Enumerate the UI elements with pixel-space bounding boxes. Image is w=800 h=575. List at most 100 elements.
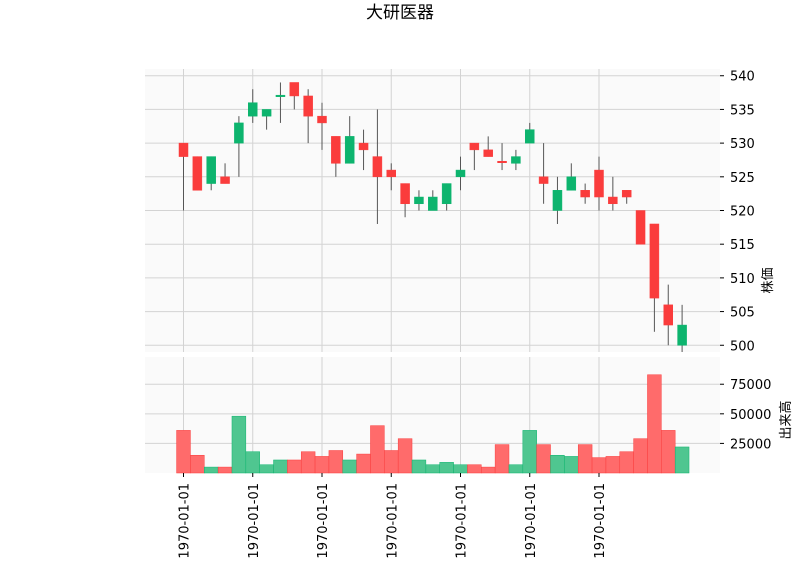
volume-axis-label: 出来高 xyxy=(778,400,794,439)
volume-bar xyxy=(356,453,371,474)
volume-bar xyxy=(508,464,524,474)
volume-bar xyxy=(176,430,191,474)
volume-bar xyxy=(411,459,427,474)
volume-bar xyxy=(245,451,260,474)
volume-bar xyxy=(605,456,621,474)
volume-bar xyxy=(453,464,468,474)
candle-body-up xyxy=(455,169,466,178)
price-tick-label: 510 xyxy=(730,272,755,287)
candle-body-up xyxy=(677,324,687,346)
candle-body-down xyxy=(621,190,632,198)
candle-body-up xyxy=(414,196,424,205)
price-tick-label: 515 xyxy=(730,238,755,253)
x-tick-label: 1970-01-01 xyxy=(247,483,262,559)
price-tick-label: 540 xyxy=(730,70,755,85)
price-tick-label: 525 xyxy=(730,171,755,186)
candle-body-down xyxy=(358,142,369,151)
volume-bar xyxy=(397,438,413,474)
price-tick-label: 500 xyxy=(730,339,755,354)
candle-body-up xyxy=(428,196,438,211)
candle-body-down xyxy=(289,82,300,97)
volume-bar xyxy=(522,430,537,474)
price-tick-label: 520 xyxy=(730,205,755,220)
volume-tick-label: 50000 xyxy=(730,408,771,423)
price-tick-label: 535 xyxy=(730,103,755,118)
volume-tick-label: 25000 xyxy=(730,437,771,452)
volume-bar xyxy=(370,425,385,474)
candle-body-down xyxy=(469,142,480,151)
volume-bar xyxy=(619,451,634,474)
x-axis-ticks: 1970-01-01 1970-01-01 1970-01-01 1970-01-01… xyxy=(178,473,608,559)
volume-bar xyxy=(674,446,690,474)
candle-body-down xyxy=(608,196,618,205)
volume-bar xyxy=(273,459,288,474)
x-tick-label: 1970-01-01 xyxy=(178,483,193,559)
candle-body-up xyxy=(552,190,563,211)
candle-body-down xyxy=(220,176,230,184)
volume-bar xyxy=(204,466,219,474)
volume-bar xyxy=(494,444,510,474)
price-axis-ticks: 500 505 510 515 520 525 530 535 540 xyxy=(720,70,755,354)
volume-bar xyxy=(300,451,316,474)
candle-body-down xyxy=(649,223,660,299)
volume-bar xyxy=(564,456,579,474)
volume-bar xyxy=(467,464,482,474)
volume-bar xyxy=(661,430,676,474)
candle-body-up xyxy=(511,156,521,164)
volume-bar xyxy=(550,454,565,474)
x-tick-label: 1970-01-01 xyxy=(316,483,331,559)
volume-bar xyxy=(328,450,344,474)
candle-body-up xyxy=(234,122,244,144)
volume-bar xyxy=(231,415,247,474)
candle-body-up xyxy=(261,109,272,117)
candles xyxy=(178,82,687,352)
price-axis-label: 株価 xyxy=(761,267,776,293)
candle-body-down xyxy=(386,169,396,178)
x-tick-label: 1970-01-01 xyxy=(593,483,608,559)
volume-bar xyxy=(481,466,496,474)
volume-bar xyxy=(342,459,357,474)
price-gridlines xyxy=(145,69,720,352)
price-tick-label: 505 xyxy=(730,306,755,321)
volume-axis-ticks: 25000 50000 75000 xyxy=(720,378,771,452)
candle-body-down xyxy=(497,160,507,163)
candle-body-down xyxy=(663,304,673,326)
candle-body-down xyxy=(538,176,549,184)
volume-bar xyxy=(577,444,593,474)
candle-body-down xyxy=(192,156,203,191)
candle-body-down xyxy=(635,210,646,245)
chart-title: 大研医器 xyxy=(366,3,434,23)
candle-body-up xyxy=(206,156,216,184)
volume-bars xyxy=(176,374,690,474)
candle-body-down xyxy=(372,156,383,178)
volume-bar xyxy=(259,464,274,474)
candle-body-down xyxy=(594,169,604,198)
price-tick-label: 530 xyxy=(730,137,755,152)
volume-bar xyxy=(217,466,233,474)
volume-bar xyxy=(591,457,607,474)
candle-body-up xyxy=(344,136,355,164)
volume-bar xyxy=(287,459,302,474)
volume-bar xyxy=(439,462,454,474)
volume-bar xyxy=(536,444,551,474)
candle-body-down xyxy=(303,95,313,117)
x-tick-label: 1970-01-01 xyxy=(524,483,539,559)
candle-body-down xyxy=(178,142,189,157)
candle-body-down xyxy=(317,115,327,124)
volume-bar xyxy=(314,456,330,474)
volume-bar xyxy=(425,464,440,474)
volume-tick-label: 75000 xyxy=(730,378,771,393)
candle-body-down xyxy=(331,136,341,164)
x-tick-label: 1970-01-01 xyxy=(385,483,400,559)
volume-bar xyxy=(190,454,205,474)
candle-body-up xyxy=(441,183,452,205)
candle-body-up xyxy=(525,129,535,144)
candle-body-down xyxy=(400,183,410,205)
volume-bar xyxy=(647,374,662,474)
candle-body-down xyxy=(483,149,493,157)
candle-body-up xyxy=(566,176,577,191)
volume-bar xyxy=(384,450,399,474)
candle-body-up xyxy=(275,94,286,97)
candle-body-down xyxy=(580,190,590,198)
